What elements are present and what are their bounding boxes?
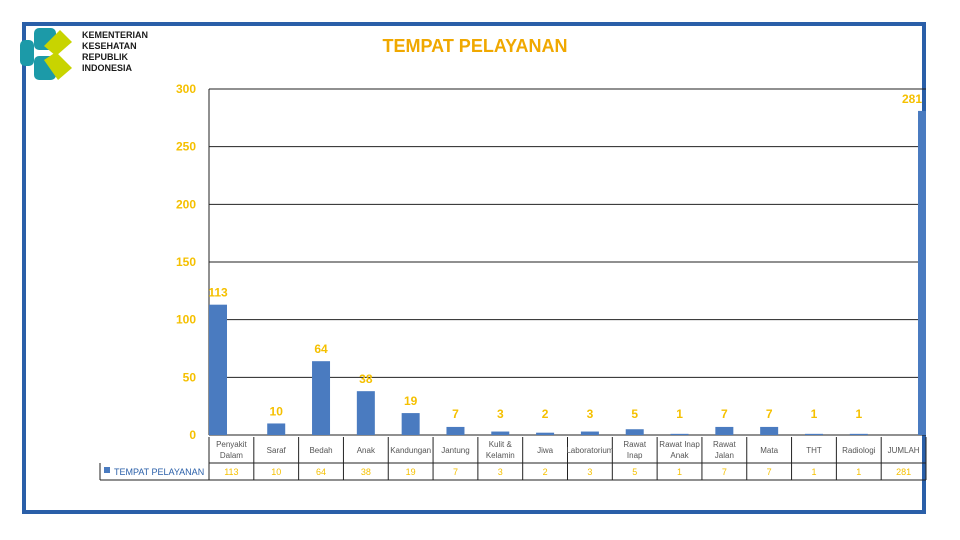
data-label: 19 bbox=[404, 394, 418, 408]
data-label: 1 bbox=[855, 407, 862, 421]
y-tick-label: 100 bbox=[176, 313, 196, 327]
bar bbox=[491, 431, 510, 435]
category-label: Rawat Jalan bbox=[713, 440, 736, 460]
y-tick-label: 300 bbox=[176, 82, 196, 96]
bar bbox=[918, 110, 926, 435]
bar bbox=[670, 433, 689, 435]
category-label: JUMLAH bbox=[888, 446, 920, 455]
y-tick-label: 50 bbox=[183, 370, 197, 384]
category-label: Saraf bbox=[267, 446, 287, 455]
table-value: 7 bbox=[453, 467, 458, 477]
category-label: Kulit & Kelamin bbox=[486, 440, 515, 460]
category-label: Anak bbox=[357, 446, 376, 455]
category-label: Jiwa bbox=[537, 446, 554, 455]
table-value: 1 bbox=[811, 467, 816, 477]
table-value: 10 bbox=[271, 467, 281, 477]
table-value: 3 bbox=[587, 467, 592, 477]
ministry-name: KEMENTERIAN KESEHATAN REPUBLIK INDONESIA bbox=[82, 30, 149, 73]
bar bbox=[760, 426, 779, 435]
category-label: Jantung bbox=[441, 446, 469, 455]
table-value: 281 bbox=[896, 467, 911, 477]
category-label: Rawat Inap Anak bbox=[659, 440, 700, 460]
legend-swatch bbox=[104, 467, 110, 473]
data-label: 38 bbox=[359, 372, 373, 386]
category-label: Mata bbox=[760, 446, 778, 455]
table-value: 5 bbox=[632, 467, 637, 477]
bar bbox=[715, 426, 734, 435]
category-label: Laboratorium bbox=[566, 446, 613, 455]
data-label: 7 bbox=[721, 407, 728, 421]
y-tick-label: 150 bbox=[176, 255, 196, 269]
data-label: 3 bbox=[497, 407, 504, 421]
category-label: Rawat Inap bbox=[623, 440, 646, 460]
category-label: THT bbox=[806, 446, 822, 455]
table-value: 64 bbox=[316, 467, 326, 477]
category-label: Penyakit Dalam bbox=[216, 440, 247, 460]
bar bbox=[267, 423, 286, 435]
category-label: Bedah bbox=[309, 446, 332, 455]
bar bbox=[446, 426, 465, 435]
data-label: 64 bbox=[314, 342, 328, 356]
y-tick-label: 250 bbox=[176, 140, 196, 154]
data-label: 1 bbox=[676, 407, 683, 421]
category-label: Kandungan bbox=[390, 446, 431, 455]
category-label: Radiologi bbox=[842, 446, 876, 455]
bar bbox=[804, 433, 823, 435]
table-series-name: TEMPAT PELAYANAN bbox=[114, 467, 204, 477]
table-value: 3 bbox=[498, 467, 503, 477]
table-value: 7 bbox=[767, 467, 772, 477]
chart-title: TEMPAT PELAYANAN bbox=[382, 36, 568, 56]
bar bbox=[625, 429, 644, 435]
data-label: 10 bbox=[270, 404, 284, 418]
table-value: 19 bbox=[406, 467, 416, 477]
table-value: 1 bbox=[856, 467, 861, 477]
bar bbox=[580, 431, 599, 435]
table-value: 2 bbox=[543, 467, 548, 477]
y-tick-label: 200 bbox=[176, 197, 196, 211]
bar bbox=[312, 361, 331, 435]
data-label: 1 bbox=[811, 407, 818, 421]
table-value: 7 bbox=[722, 467, 727, 477]
table-value: 1 bbox=[677, 467, 682, 477]
table-value: 38 bbox=[361, 467, 371, 477]
table-value: 113 bbox=[224, 467, 238, 477]
data-label: 113 bbox=[208, 286, 228, 300]
y-tick-label: 0 bbox=[189, 428, 196, 442]
bar bbox=[849, 433, 868, 435]
ministry-logo bbox=[20, 28, 72, 80]
data-label: 7 bbox=[452, 407, 459, 421]
data-label: 7 bbox=[766, 407, 773, 421]
bar bbox=[401, 413, 420, 435]
data-label: 3 bbox=[587, 407, 594, 421]
bar bbox=[536, 432, 555, 435]
bar bbox=[209, 304, 227, 435]
data-label: 281 bbox=[902, 92, 922, 106]
bar bbox=[356, 391, 375, 435]
data-label: 2 bbox=[542, 407, 549, 421]
data-label: 5 bbox=[631, 407, 638, 421]
